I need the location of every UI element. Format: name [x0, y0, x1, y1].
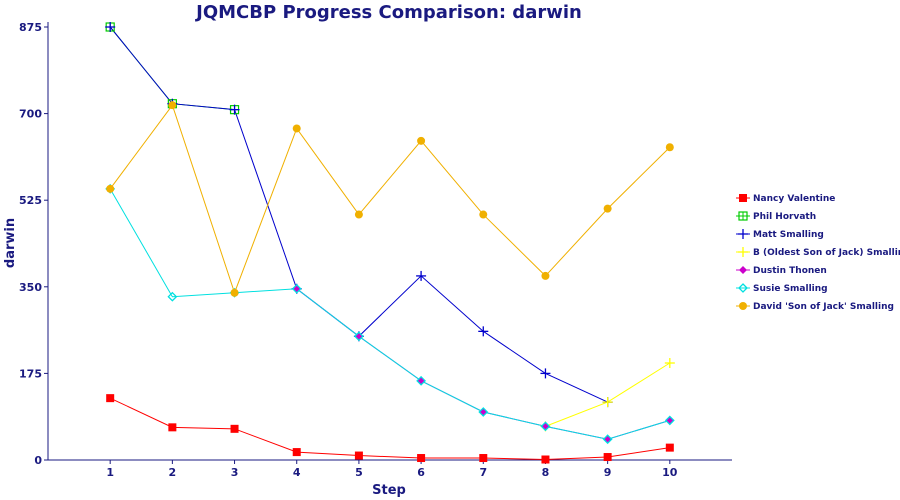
- y-ticks: 0 175 350 525 700 875: [19, 21, 48, 467]
- x-tick-label: 10: [662, 466, 678, 479]
- data-point-5-8: [602, 434, 613, 445]
- series-line-6: [109, 104, 671, 295]
- data-point-3-8: [602, 397, 613, 408]
- legend-label: Dustin Thonen: [753, 266, 827, 276]
- data-point-0-4: [354, 451, 363, 460]
- x-ticks: 1 2 3 4 5 6 7 8 9 10: [106, 460, 678, 479]
- x-tick-label: 1: [106, 466, 114, 479]
- data-point-4-3: [292, 284, 301, 293]
- data-point-0-3: [292, 448, 301, 457]
- data-point-3-9: [664, 358, 675, 369]
- data-point-6-0: [106, 184, 115, 193]
- data-point-0-9: [665, 443, 674, 452]
- series-markers: [105, 22, 675, 464]
- data-point-6-4: [354, 210, 363, 219]
- data-point-2-5: [416, 270, 427, 281]
- y-axis-label: darwin: [3, 218, 18, 268]
- x-tick-label: 8: [542, 466, 550, 479]
- data-point-5-7: [540, 421, 551, 432]
- data-point-2-0: [105, 22, 116, 32]
- x-axis-label: Step: [372, 483, 406, 498]
- data-point-4-5: [417, 376, 426, 385]
- data-point-0-1: [168, 423, 177, 432]
- legend-label: Nancy Valentine: [753, 194, 835, 204]
- x-tick-label: 4: [293, 466, 301, 479]
- legend-item: B (Oldest Son of Jack) Smalling: [736, 247, 900, 258]
- chart-title: JQMCBP Progress Comparison: darwin: [194, 2, 582, 23]
- legend-label: David 'Son of Jack' Smalling: [753, 302, 894, 312]
- y-tick-label: 700: [19, 108, 42, 121]
- x-tick-label: 6: [417, 466, 425, 479]
- data-point-4-7: [541, 422, 550, 431]
- data-point-5-3: [291, 283, 302, 294]
- data-point-6-8: [603, 204, 612, 213]
- data-point-4-8: [603, 435, 612, 444]
- data-point-2-6: [478, 326, 489, 337]
- y-tick-label: 0: [34, 454, 42, 467]
- data-point-0-7: [541, 455, 550, 464]
- data-point-6-7: [541, 271, 550, 280]
- data-point-6-1: [168, 101, 177, 110]
- series-line-1: [109, 26, 235, 111]
- legend-label: Susie Smalling: [753, 284, 828, 294]
- legend-item: David 'Son of Jack' Smalling: [736, 302, 894, 312]
- legend-label: B (Oldest Son of Jack) Smalling: [753, 248, 900, 258]
- data-point-0-2: [230, 424, 239, 433]
- x-tick-label: 5: [355, 466, 363, 479]
- legend-label: Phil Horvath: [753, 212, 816, 222]
- x-tick-label: 7: [479, 466, 487, 479]
- series-line-5: [109, 188, 670, 440]
- legend-swatch-marker: [739, 302, 747, 310]
- data-point-5-6: [478, 407, 489, 417]
- data-point-6-6: [479, 210, 488, 219]
- data-point-5-4: [353, 331, 364, 342]
- data-point-6-2: [230, 288, 239, 297]
- legend-swatch-marker: [739, 194, 747, 202]
- y-tick-label: 525: [19, 194, 42, 207]
- y-tick-label: 175: [19, 367, 42, 380]
- legend-swatch-marker: [738, 229, 748, 239]
- legend-item: Phil Horvath: [736, 211, 816, 222]
- legend-swatch-marker: [739, 266, 747, 274]
- data-point-6-3: [292, 124, 301, 133]
- legend-swatch-marker: [738, 211, 748, 221]
- legend-item: Nancy Valentine: [736, 194, 835, 204]
- data-point-6-5: [417, 136, 426, 145]
- series-line-3: [545, 362, 671, 427]
- legend-item: Susie Smalling: [736, 283, 828, 294]
- x-tick-label: 9: [604, 466, 612, 479]
- series-lines: [109, 26, 671, 461]
- legend-swatch-marker: [738, 283, 748, 293]
- data-point-5-1: [167, 291, 178, 302]
- data-point-2-7: [540, 368, 551, 379]
- data-point-4-9: [665, 416, 674, 425]
- data-point-6-9: [665, 143, 674, 152]
- data-point-0-6: [479, 454, 488, 463]
- data-point-5-9: [664, 415, 675, 426]
- data-point-4-6: [479, 407, 488, 416]
- y-tick-label: 875: [19, 21, 42, 34]
- data-point-5-5: [416, 375, 427, 386]
- data-point-0-0: [106, 394, 115, 403]
- x-tick-label: 3: [231, 466, 239, 479]
- data-point-2-2: [229, 104, 240, 115]
- data-point-0-5: [417, 454, 426, 463]
- x-tick-label: 2: [169, 466, 177, 479]
- legend-item: Dustin Thonen: [736, 266, 827, 276]
- series-line-0: [109, 397, 670, 461]
- legend-item: Matt Smalling: [736, 229, 824, 240]
- legend-swatch-marker: [738, 247, 748, 257]
- data-point-0-8: [603, 453, 612, 462]
- legend-label: Matt Smalling: [753, 230, 824, 240]
- legend: Nancy Valentine Phil Horvath Matt Smalling…: [736, 194, 900, 312]
- y-tick-label: 350: [19, 281, 42, 294]
